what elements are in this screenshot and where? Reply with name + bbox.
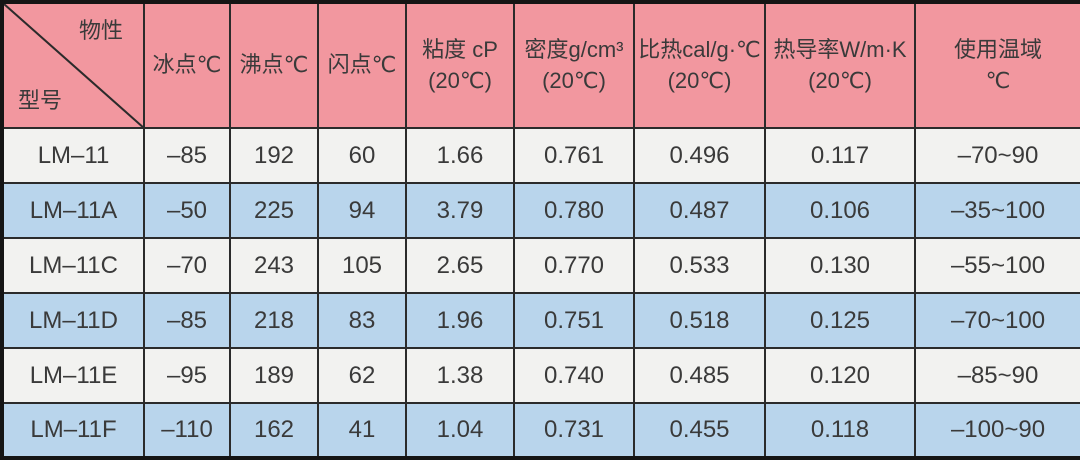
- value-cell: 0.770: [513, 237, 635, 295]
- value-cell: –85~90: [914, 347, 1080, 405]
- table-row: LM–11E –95 189 62 1.38 0.740 0.485 0.120…: [1, 347, 1080, 405]
- value-cell: 243: [229, 237, 319, 295]
- value-cell: 0.496: [633, 127, 766, 185]
- value-cell: 2.65: [405, 237, 515, 295]
- value-cell: –55~100: [914, 237, 1080, 295]
- value-cell: 1.96: [405, 292, 515, 350]
- column-header-specific-heat: 比热cal/g·℃ (20℃): [633, 0, 766, 130]
- value-cell: 0.455: [633, 402, 766, 460]
- value-cell: –50: [143, 182, 231, 240]
- value-cell: –35~100: [914, 182, 1080, 240]
- value-cell: 1.66: [405, 127, 515, 185]
- value-cell: 1.04: [405, 402, 515, 460]
- column-header-viscosity: 粘度 cP (20℃): [405, 0, 515, 130]
- value-cell: 0.780: [513, 182, 635, 240]
- model-cell: LM–11C: [1, 237, 145, 295]
- value-cell: 0.118: [764, 402, 916, 460]
- value-cell: 162: [229, 402, 319, 460]
- value-cell: –85: [143, 292, 231, 350]
- value-cell: –110: [143, 402, 231, 460]
- value-cell: 83: [317, 292, 407, 350]
- corner-label-property: 物性: [78, 18, 123, 43]
- model-cell: LM–11F: [1, 402, 145, 460]
- value-cell: –70~100: [914, 292, 1080, 350]
- diagonal-divider-line: [4, 4, 143, 127]
- header-row: 物性 型号 冰点℃ 沸点℃ 闪点℃ 粘度 cP (20℃) 密度g/cm³ (2…: [1, 0, 1080, 130]
- table-row: LM–11F –110 162 41 1.04 0.731 0.455 0.11…: [1, 402, 1080, 460]
- value-cell: 189: [229, 347, 319, 405]
- value-cell: 62: [317, 347, 407, 405]
- value-cell: 0.120: [764, 347, 916, 405]
- value-cell: 41: [317, 402, 407, 460]
- value-cell: 0.518: [633, 292, 766, 350]
- corner-cell: 物性 型号: [1, 0, 145, 130]
- value-cell: 192: [229, 127, 319, 185]
- value-cell: –95: [143, 347, 231, 405]
- value-cell: 94: [317, 182, 407, 240]
- model-cell: LM–11D: [1, 292, 145, 350]
- model-cell: LM–11: [1, 127, 145, 185]
- value-cell: –85: [143, 127, 231, 185]
- column-header-flash-point: 闪点℃: [317, 0, 407, 130]
- table-row: LM–11A –50 225 94 3.79 0.780 0.487 0.106…: [1, 182, 1080, 240]
- value-cell: 105: [317, 237, 407, 295]
- value-cell: 0.533: [633, 237, 766, 295]
- value-cell: –100~90: [914, 402, 1080, 460]
- value-cell: –70: [143, 237, 231, 295]
- column-header-thermal-conductivity: 热导率W/m·K (20℃): [764, 0, 916, 130]
- value-cell: 0.761: [513, 127, 635, 185]
- corner-label-model: 型号: [18, 88, 63, 114]
- column-header-boiling-point: 沸点℃: [229, 0, 319, 130]
- table-row: LM–11 –85 192 60 1.66 0.761 0.496 0.117 …: [1, 127, 1080, 185]
- value-cell: 0.106: [764, 182, 916, 240]
- value-cell: 218: [229, 292, 319, 350]
- column-header-operating-temp-range: 使用温域 ℃: [914, 0, 1080, 130]
- column-header-density: 密度g/cm³ (20℃): [513, 0, 635, 130]
- value-cell: 0.731: [513, 402, 635, 460]
- value-cell: 225: [229, 182, 319, 240]
- value-cell: 0.130: [764, 237, 916, 295]
- value-cell: 1.38: [405, 347, 515, 405]
- table-row: LM–11C –70 243 105 2.65 0.770 0.533 0.13…: [1, 237, 1080, 295]
- value-cell: 0.117: [764, 127, 916, 185]
- column-header-freezing-point: 冰点℃: [143, 0, 231, 130]
- model-cell: LM–11E: [1, 347, 145, 405]
- value-cell: 60: [317, 127, 407, 185]
- value-cell: –70~90: [914, 127, 1080, 185]
- value-cell: 0.485: [633, 347, 766, 405]
- value-cell: 3.79: [405, 182, 515, 240]
- value-cell: 0.125: [764, 292, 916, 350]
- model-cell: LM–11A: [1, 182, 145, 240]
- value-cell: 0.740: [513, 347, 635, 405]
- value-cell: 0.751: [513, 292, 635, 350]
- value-cell: 0.487: [633, 182, 766, 240]
- table-row: LM–11D –85 218 83 1.96 0.751 0.518 0.125…: [1, 292, 1080, 350]
